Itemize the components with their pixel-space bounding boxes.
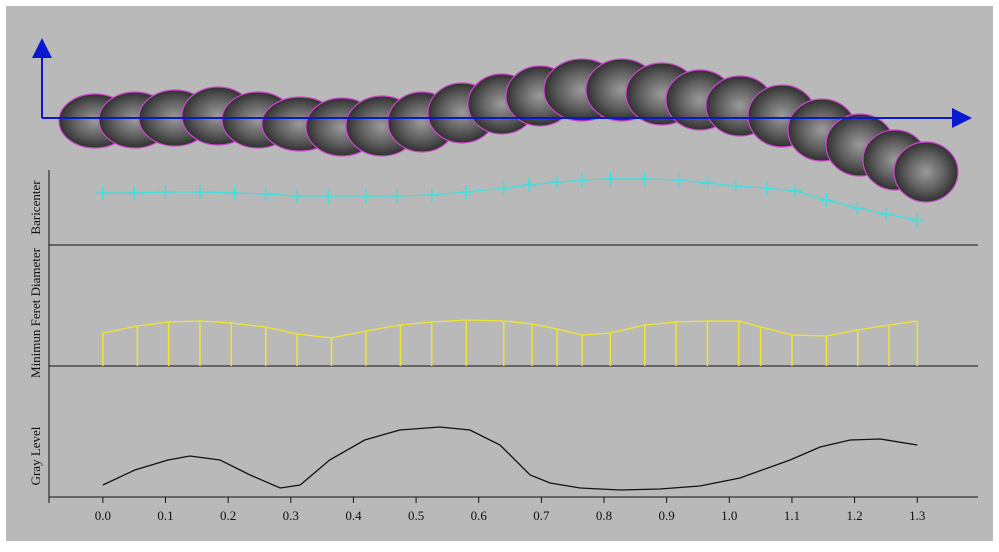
data-marker xyxy=(496,181,511,195)
data-marker xyxy=(672,173,687,187)
data-marker xyxy=(290,189,305,203)
x-tick-label: 0.8 xyxy=(596,508,612,523)
data-marker xyxy=(850,201,865,215)
x-tick-label: 0.5 xyxy=(408,508,424,523)
x-tick-label: 0.1 xyxy=(157,508,173,523)
data-marker xyxy=(759,181,774,195)
data-marker xyxy=(95,186,110,200)
data-marker xyxy=(192,185,207,199)
data-marker xyxy=(358,189,373,203)
data-marker xyxy=(258,187,273,201)
data-marker xyxy=(575,173,590,187)
data-marker xyxy=(878,207,893,221)
data-marker xyxy=(910,213,925,227)
data-line xyxy=(102,426,918,491)
data-marker xyxy=(637,172,652,186)
x-tick-label: 1.3 xyxy=(909,508,925,523)
data-marker xyxy=(788,184,803,198)
x-tick-label: 1.2 xyxy=(846,508,862,523)
data-marker xyxy=(227,186,242,200)
x-tick-label: 0.6 xyxy=(471,508,488,523)
data-marker xyxy=(603,172,618,186)
data-marker xyxy=(321,189,336,203)
data-marker xyxy=(819,193,834,207)
x-tick-label: 0.7 xyxy=(533,508,550,523)
data-marker xyxy=(390,189,405,203)
x-tick-label: 0.2 xyxy=(220,508,236,523)
data-marker xyxy=(550,175,565,189)
data-marker xyxy=(700,176,715,190)
x-tick-label: 0.9 xyxy=(659,508,675,523)
data-marker xyxy=(158,185,173,199)
y-axis-label: Minimun Feret Diameter xyxy=(28,247,43,378)
y-axis-label: Gray Level xyxy=(28,426,43,485)
data-marker xyxy=(459,185,474,199)
data-marker xyxy=(728,179,743,193)
x-tick-label: 0.3 xyxy=(283,508,299,523)
data-marker xyxy=(521,178,536,192)
cells xyxy=(58,58,959,203)
data-marker xyxy=(127,186,142,200)
y-axis-label: Baricenter xyxy=(28,180,43,235)
x-tick-label: 1.1 xyxy=(784,508,800,523)
x-tick-label: 1.0 xyxy=(721,508,737,523)
data-marker xyxy=(424,188,439,202)
x-tick-label: 0.4 xyxy=(345,508,362,523)
x-tick-label: 0.0 xyxy=(95,508,111,523)
